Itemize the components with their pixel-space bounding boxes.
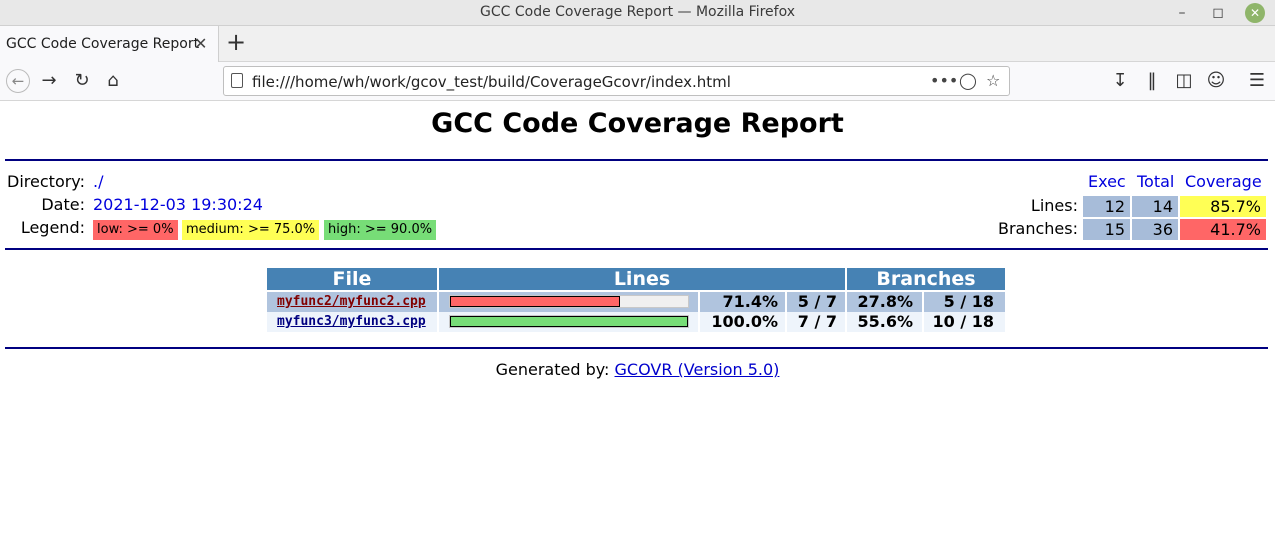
branch-count: 5 / 18 xyxy=(943,292,994,311)
line-percent: 100.0% xyxy=(711,312,778,331)
legend-medium: medium: >= 75.0% xyxy=(182,220,320,240)
footer-rule xyxy=(5,347,1268,349)
cell-divider xyxy=(845,312,847,332)
cell-divider xyxy=(785,292,787,312)
window-titlebar: GCC Code Coverage Report — Mozilla Firef… xyxy=(0,0,1275,26)
cell-divider xyxy=(698,292,700,312)
header-rule xyxy=(5,159,1268,161)
line-coverage-fill xyxy=(450,296,620,307)
line-count: 7 / 7 xyxy=(797,312,837,331)
gcovr-link[interactable]: GCOVR (Version 5.0) xyxy=(614,360,780,379)
file-link[interactable]: myfunc2/myfunc2.cpp xyxy=(277,294,426,309)
footer: Generated by: GCOVR (Version 5.0) xyxy=(0,360,1275,379)
account-icon[interactable]: ☺ xyxy=(1206,70,1226,91)
minimize-icon[interactable]: – xyxy=(1178,5,1186,21)
table-row: myfunc2/myfunc2.cpp 71.4% 5 / 7 27.8% 5 … xyxy=(267,292,1005,312)
forward-arrow-icon[interactable]: → xyxy=(41,70,57,91)
branches-header: Branches xyxy=(847,268,1005,290)
cell-divider xyxy=(437,292,439,312)
cell-divider xyxy=(785,312,787,332)
url-bar[interactable]: file:///home/wh/work/gcov_test/build/Cov… xyxy=(223,66,1010,96)
tab-strip: GCC Code Coverage Report ✕ + xyxy=(0,26,1275,62)
back-arrow-icon[interactable]: ← xyxy=(6,69,30,93)
maximize-icon[interactable]: ◻ xyxy=(1212,5,1224,21)
branch-percent: 27.8% xyxy=(857,292,913,311)
tab-title: GCC Code Coverage Report xyxy=(6,36,200,52)
info-rule xyxy=(5,248,1268,250)
line-coverage-bar xyxy=(449,315,689,328)
cell-divider xyxy=(437,312,439,332)
pocket-icon[interactable]: ◯ xyxy=(959,71,977,90)
cell-divider xyxy=(922,292,924,312)
window-title: GCC Code Coverage Report — Mozilla Firef… xyxy=(480,4,795,20)
line-percent: 71.4% xyxy=(722,292,778,311)
summary-branches-label: Branches: xyxy=(997,219,1078,238)
cell-divider xyxy=(922,312,924,332)
cell-divider xyxy=(698,312,700,332)
date-label: Date: xyxy=(41,195,85,214)
summary-branches-coverage: 41.7% xyxy=(1180,219,1266,240)
summary-lines-label: Lines: xyxy=(1030,196,1078,215)
summary-exec-header: Exec xyxy=(1088,172,1126,191)
summary-branches-total: 36 xyxy=(1132,219,1178,240)
new-tab-icon[interactable]: + xyxy=(226,28,247,56)
home-icon[interactable]: ⌂ xyxy=(107,70,119,91)
library-icon[interactable]: ‖ xyxy=(1147,70,1157,91)
line-coverage-bar xyxy=(449,295,689,308)
menu-icon[interactable]: ☰ xyxy=(1248,70,1266,91)
report-title: GCC Code Coverage Report xyxy=(431,108,844,139)
page-actions-icon[interactable]: ••• xyxy=(930,71,959,90)
downloads-icon[interactable]: ↧ xyxy=(1112,70,1128,91)
summary-coverage-header: Coverage xyxy=(1185,172,1262,191)
directory-value: ./ xyxy=(93,172,104,191)
url-text[interactable]: file:///home/wh/work/gcov_test/build/Cov… xyxy=(252,73,731,91)
close-tab-icon[interactable]: ✕ xyxy=(194,34,208,53)
file-header: File xyxy=(267,268,437,290)
line-count: 5 / 7 xyxy=(797,292,837,311)
line-coverage-fill xyxy=(450,316,688,327)
summary-branches-exec: 15 xyxy=(1083,219,1130,240)
tab-coverage-report[interactable]: GCC Code Coverage Report ✕ xyxy=(0,26,219,62)
directory-label: Directory: xyxy=(7,172,85,191)
branch-count: 10 / 18 xyxy=(932,312,994,331)
summary-total-header: Total xyxy=(1137,172,1175,191)
reload-icon[interactable]: ↻ xyxy=(74,70,90,91)
cell-divider xyxy=(845,292,847,312)
bookmark-star-icon[interactable]: ☆ xyxy=(986,71,1001,90)
summary-lines-exec: 12 xyxy=(1083,196,1130,217)
file-link[interactable]: myfunc3/myfunc3.cpp xyxy=(277,314,426,329)
legend-high: high: >= 90.0% xyxy=(324,220,437,240)
nav-toolbar: ← → ↻ ⌂ file:///home/wh/work/gcov_test/b… xyxy=(0,62,1275,101)
close-window-icon[interactable]: ✕ xyxy=(1245,3,1265,23)
summary-lines-total: 14 xyxy=(1132,196,1178,217)
summary-lines-coverage: 85.7% xyxy=(1180,196,1266,217)
footer-prefix: Generated by: xyxy=(495,360,610,379)
table-row: myfunc3/myfunc3.cpp 100.0% 7 / 7 55.6% 1… xyxy=(267,312,1005,332)
branch-percent: 55.6% xyxy=(857,312,913,331)
page-content: GCC Code Coverage Report Directory: ./ D… xyxy=(0,102,1275,540)
sidebar-icon[interactable]: ◫ xyxy=(1175,70,1193,91)
legend-label: Legend: xyxy=(20,218,85,237)
lines-header: Lines xyxy=(439,268,845,290)
page-icon xyxy=(231,73,243,88)
date-value: 2021-12-03 19:30:24 xyxy=(93,195,263,214)
legend-low: low: >= 0% xyxy=(93,220,178,240)
